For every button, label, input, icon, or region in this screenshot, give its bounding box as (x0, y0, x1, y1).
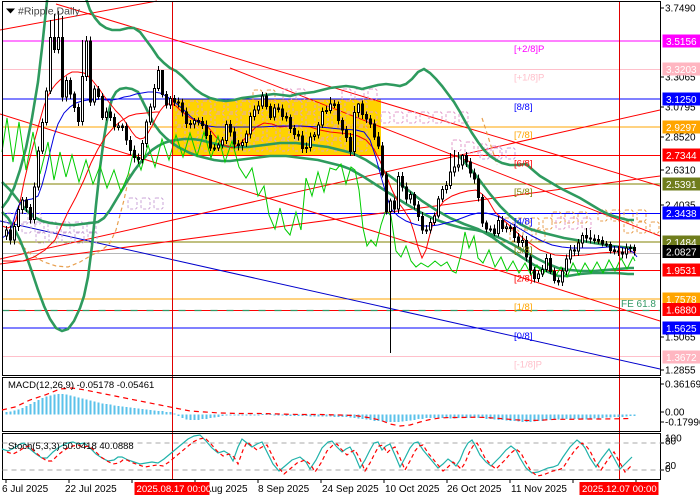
svg-text:0.00: 0.00 (665, 408, 685, 419)
svg-text:1.6880: 1.6880 (666, 305, 697, 316)
svg-text:[2/8]: [2/8] (514, 274, 533, 285)
svg-text:[3/8]: [3/8] (514, 245, 533, 256)
svg-text:7 Aug 2025: 7 Aug 2025 (197, 484, 248, 495)
svg-text:-0.17996: -0.17996 (665, 418, 700, 429)
svg-text:2.0827: 2.0827 (666, 247, 697, 258)
svg-text:6 Jul 2025: 6 Jul 2025 (2, 484, 49, 495)
svg-text:22 Jul 2025: 22 Jul 2025 (65, 484, 117, 495)
svg-text:FE 61.8: FE 61.8 (621, 299, 656, 310)
svg-text:2.9297: 2.9297 (666, 123, 697, 134)
svg-text:Stoch(5,3,3) 50.0418 40.0888: Stoch(5,3,3) 50.0418 40.0888 (8, 441, 134, 452)
svg-text:[+1/8]P: [+1/8]P (514, 73, 544, 84)
svg-text:1.3672: 1.3672 (666, 353, 697, 364)
svg-text:11 Nov 2025: 11 Nov 2025 (511, 484, 567, 495)
svg-text:[5/8]: [5/8] (514, 187, 533, 198)
svg-text:8 Sep 2025: 8 Sep 2025 (258, 484, 310, 495)
svg-text:2.1484: 2.1484 (666, 238, 697, 249)
svg-text:[8/8]: [8/8] (514, 102, 533, 113)
svg-text:2.4035: 2.4035 (665, 201, 696, 212)
svg-text:[+2/8]P: [+2/8]P (514, 44, 544, 55)
svg-text:3.1250: 3.1250 (666, 95, 697, 106)
svg-text:1.7578: 1.7578 (666, 295, 697, 306)
svg-text:80: 80 (665, 437, 677, 448)
svg-text:20: 20 (665, 461, 677, 472)
svg-text:2025.12.07 00:00: 2025.12.07 00:00 (582, 484, 657, 495)
svg-text:[1/8]: [1/8] (514, 302, 533, 313)
svg-text:#Ripple,Daily: #Ripple,Daily (18, 6, 81, 18)
svg-text:1.5065: 1.5065 (665, 333, 696, 344)
svg-text:[4/8]: [4/8] (514, 217, 533, 228)
svg-text:1.2855: 1.2855 (665, 366, 696, 377)
svg-text:3.5156: 3.5156 (666, 37, 697, 48)
svg-text:24 Sep 2025: 24 Sep 2025 (322, 484, 379, 495)
svg-text:MACD(12,26,9) -0.05178 -0.0546: MACD(12,26,9) -0.05178 -0.05461 (8, 380, 154, 391)
svg-text:3.0795: 3.0795 (665, 103, 696, 114)
svg-text:2.3438: 2.3438 (666, 209, 697, 220)
svg-text:1.5625: 1.5625 (666, 324, 697, 335)
svg-text:3.3065: 3.3065 (665, 73, 696, 84)
svg-text:2.5391: 2.5391 (666, 180, 697, 191)
svg-text:1.9531: 1.9531 (666, 266, 697, 277)
svg-text:26 Oct 2025: 26 Oct 2025 (447, 484, 502, 495)
svg-text:[0/8]: [0/8] (514, 331, 533, 342)
svg-text:2.7344: 2.7344 (666, 151, 697, 162)
svg-text:0.36169: 0.36169 (665, 380, 700, 391)
svg-text:2.6310: 2.6310 (665, 166, 696, 177)
svg-text:[7/8]: [7/8] (514, 130, 533, 141)
svg-text:2025.08.17 00:00: 2025.08.17 00:00 (137, 484, 212, 495)
svg-text:2.8520: 2.8520 (665, 133, 696, 144)
svg-text:3.7490: 3.7490 (665, 4, 696, 15)
svg-text:100: 100 (665, 434, 682, 445)
svg-text:0: 0 (665, 464, 671, 475)
svg-text:3.3203: 3.3203 (666, 65, 697, 76)
svg-text:10 Oct 2025: 10 Oct 2025 (385, 484, 440, 495)
svg-text:[-1/8]P: [-1/8]P (514, 360, 542, 371)
svg-text:[6/8]: [6/8] (514, 159, 533, 170)
